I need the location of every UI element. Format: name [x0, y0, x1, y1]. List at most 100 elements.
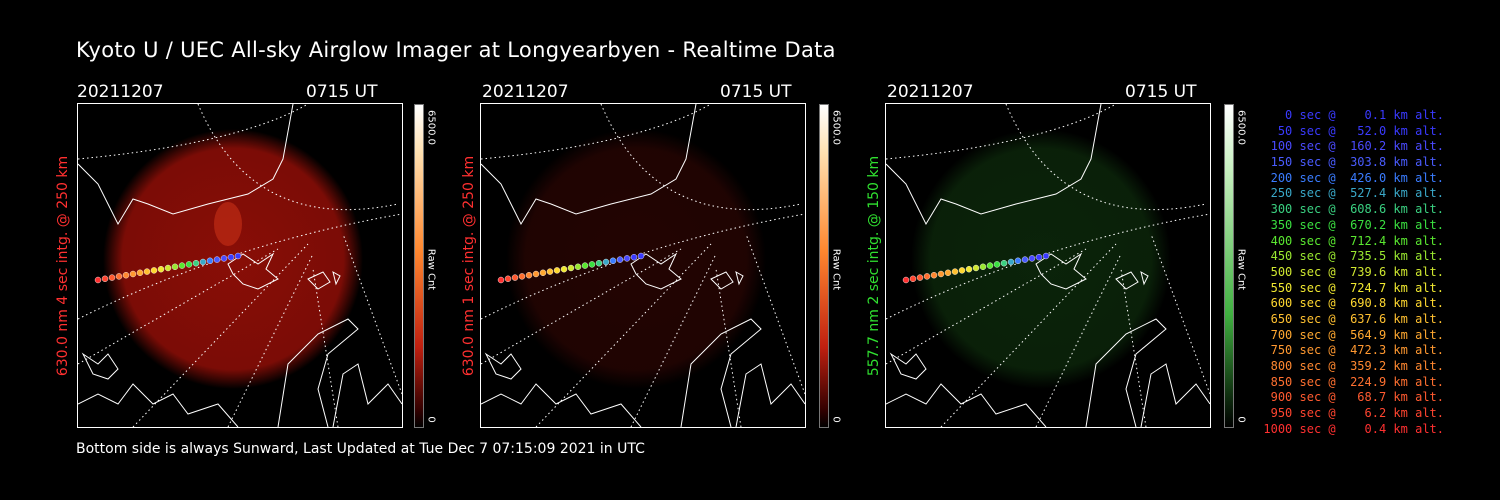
- trajectory-dot: [1000, 259, 1008, 267]
- panel-1-image: [77, 103, 403, 428]
- trajectory-dot: [637, 252, 645, 260]
- panel-3-colorbar-labels: 6500.0 Raw Cnt 0: [1234, 104, 1248, 428]
- panel-3-cbar-min: 0: [1235, 416, 1247, 423]
- panel-1-time: 0715 UT: [306, 82, 378, 102]
- trajectory-dot: [220, 255, 228, 262]
- trajectory-dot: [101, 275, 109, 283]
- panel-2-side-label-text: 630.0 nm 1 sec intg. @ 250 km: [461, 155, 477, 377]
- panel-2-time: 0715 UT: [720, 82, 792, 102]
- panel-2-image: [480, 103, 806, 428]
- panel-2-cbar-min: 0: [830, 416, 842, 423]
- trajectory-dot: [567, 264, 575, 272]
- trajectory-dot: [972, 264, 980, 272]
- trajectory-dot: [560, 265, 568, 273]
- trajectory-dot: [965, 265, 973, 273]
- panel-2-date: 20211207: [482, 82, 569, 102]
- trajectory-dot: [958, 267, 966, 274]
- coastlines: [886, 104, 1210, 427]
- trajectory: [902, 252, 1050, 284]
- trajectory-dot: [930, 271, 938, 279]
- trajectory-dot: [588, 261, 596, 268]
- panel-3-map: [886, 104, 1210, 427]
- legend-item: 850 sec @ 224.9 km alt.: [1263, 374, 1444, 389]
- panel-1-colorbar-labels: 6500.0 Raw Cnt 0: [424, 104, 438, 428]
- trajectory-dot: [164, 264, 172, 272]
- trajectory: [497, 252, 645, 284]
- legend-item: 650 sec @ 637.6 km alt.: [1263, 311, 1444, 326]
- legend-item: 300 sec @ 608.6 km alt.: [1263, 202, 1444, 217]
- aurora-patch: [214, 202, 242, 246]
- trajectory-dot: [1028, 255, 1036, 262]
- coastlines: [481, 104, 805, 427]
- panel-2-cbar-max: 6500.0: [830, 110, 842, 145]
- trajectory-dot: [532, 270, 540, 278]
- panel-1-colorbar: [414, 104, 424, 428]
- legend-item: 200 sec @ 426.0 km alt.: [1263, 170, 1444, 185]
- footer-status: Bottom side is always Sunward, Last Upda…: [76, 441, 645, 457]
- panel-1-side-label: 630.0 nm 4 sec intg. @ 250 km: [54, 104, 72, 428]
- graticule: [481, 104, 805, 427]
- trajectory-dot: [546, 268, 554, 275]
- trajectory-dot: [609, 257, 617, 265]
- legend-item: 700 sec @ 564.9 km alt.: [1263, 327, 1444, 342]
- trajectory-dot: [199, 258, 207, 266]
- trajectory-dot: [136, 269, 144, 277]
- trajectory-dot: [178, 262, 186, 269]
- panel-2-map: [481, 104, 805, 427]
- trajectory-dot: [902, 276, 910, 284]
- trajectory-dot: [630, 253, 638, 261]
- trajectory-dot: [937, 270, 945, 278]
- trajectory-dot: [1035, 253, 1043, 261]
- trajectory-dot: [213, 256, 221, 263]
- trajectory-dot: [923, 273, 931, 280]
- legend-item: 100 sec @ 160.2 km alt.: [1263, 139, 1444, 154]
- trajectory-dot: [616, 256, 624, 263]
- legend-item: 500 sec @ 739.6 km alt.: [1263, 264, 1444, 279]
- panel-1-cbar-min: 0: [425, 416, 437, 423]
- trajectory-dot: [1021, 256, 1029, 263]
- legend-item: 900 sec @ 68.7 km alt.: [1263, 390, 1444, 405]
- panel-3-cbar-max: 6500.0: [1235, 110, 1247, 145]
- altitude-legend: 0 sec @ 0.1 km alt. 50 sec @ 52.0 km alt…: [1262, 108, 1444, 437]
- legend-item: 0 sec @ 0.1 km alt.: [1263, 108, 1444, 122]
- trajectory: [94, 252, 242, 284]
- trajectory-dot: [581, 262, 589, 269]
- graticule: [886, 104, 1210, 427]
- trajectory-dot: [944, 269, 952, 277]
- trajectory-dot: [94, 276, 102, 284]
- panel-1-side-label-text: 630.0 nm 4 sec intg. @ 250 km: [55, 155, 71, 377]
- trajectory-dot: [979, 263, 987, 271]
- trajectory-dot: [525, 271, 533, 279]
- trajectory-dot: [574, 263, 582, 271]
- trajectory-dot: [553, 267, 561, 274]
- trajectory-dot: [993, 261, 1001, 268]
- panel-1-cbar-max: 6500.0: [425, 110, 437, 145]
- trajectory-dot: [185, 261, 193, 268]
- panel-1-map: [78, 104, 402, 427]
- legend-item: 150 sec @ 303.8 km alt.: [1263, 155, 1444, 170]
- trajectory-dot: [122, 271, 130, 279]
- trajectory-dot: [150, 267, 158, 274]
- legend-item: 50 sec @ 52.0 km alt.: [1263, 123, 1444, 138]
- trajectory-dot: [497, 276, 505, 284]
- panel-2-colorbar: [819, 104, 829, 428]
- legend-item: 750 sec @ 472.3 km alt.: [1263, 343, 1444, 358]
- panel-3-side-label-text: 557.7 nm 2 sec intg. @ 150 km: [866, 155, 882, 377]
- page-title: Kyoto U / UEC All-sky Airglow Imager at …: [76, 38, 836, 62]
- trajectory-dot: [951, 268, 959, 275]
- trajectory-dot: [1042, 252, 1050, 260]
- panel-2-cbar-unit: Raw Cnt: [830, 248, 842, 291]
- panel-3-time: 0715 UT: [1125, 82, 1197, 102]
- trajectory-dot: [623, 255, 631, 262]
- graticule: [78, 104, 402, 427]
- panel-3-cbar-unit: Raw Cnt: [1235, 248, 1247, 291]
- trajectory-dot: [157, 265, 165, 273]
- legend-item: 800 sec @ 359.2 km alt.: [1263, 359, 1444, 373]
- trajectory-dot: [511, 274, 519, 281]
- trajectory-dot: [108, 274, 116, 281]
- trajectory-dot: [227, 253, 235, 261]
- panel-2-side-label: 630.0 nm 1 sec intg. @ 250 km: [460, 104, 478, 428]
- trajectory-dot: [504, 275, 512, 283]
- legend-item: 350 sec @ 670.2 km alt.: [1263, 217, 1444, 232]
- legend-item: 550 sec @ 724.7 km alt.: [1263, 280, 1444, 295]
